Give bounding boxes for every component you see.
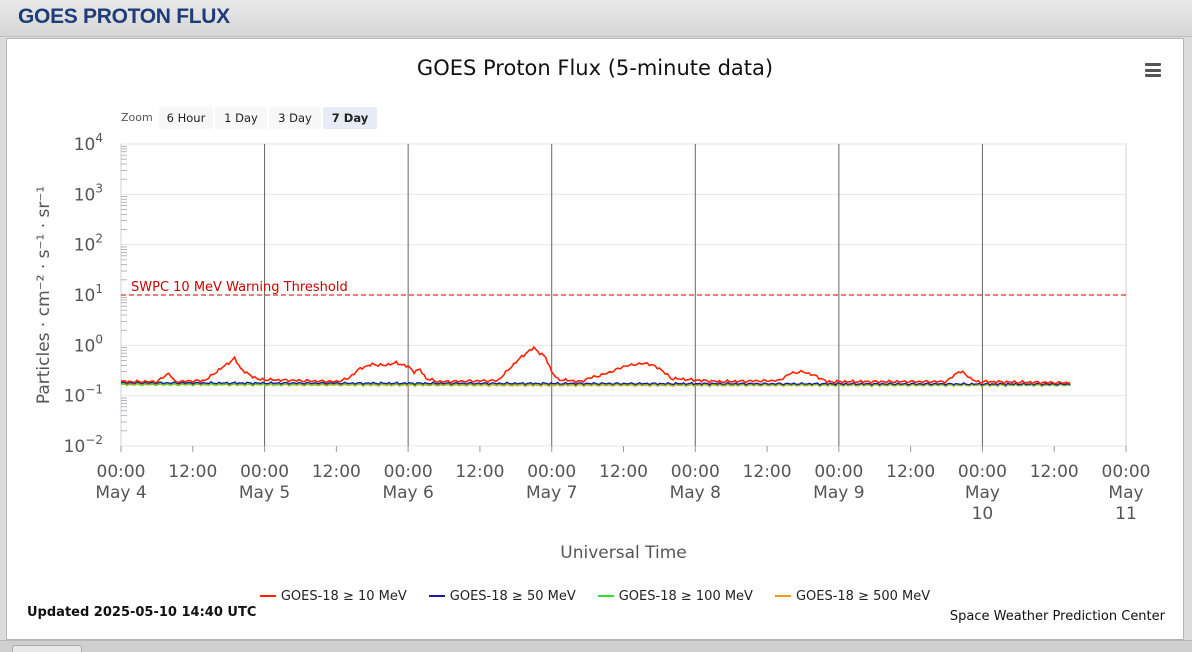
x-tick-label: May 6 (382, 483, 433, 503)
zoom-1-day-button[interactable]: 1 Day (215, 107, 267, 129)
x-tick-label: 00:00 (527, 462, 576, 482)
x-tick-label: May 5 (239, 483, 290, 503)
page-header: GOES PROTON FLUX (0, 0, 1192, 37)
x-tick-label: May 4 (95, 483, 146, 503)
legend-swatch (597, 595, 614, 597)
zoom-7-day-button[interactable]: 7 Day (323, 107, 377, 129)
bottom-tab-strip (0, 640, 1192, 652)
legend-item-500mev[interactable]: GOES-18 ≥ 500 MeV (774, 587, 931, 605)
x-tick-label: 12:00 (455, 462, 504, 482)
legend-label: GOES-18 ≥ 100 MeV (618, 588, 753, 604)
x-tick-label: 11 (1115, 504, 1137, 524)
chart-legend: GOES-18 ≥ 10 MeV GOES-18 ≥ 50 MeV GOES-1… (7, 587, 1183, 605)
x-tick-label: 12:00 (743, 462, 792, 482)
zoom-3-day-button[interactable]: 3 Day (269, 107, 321, 129)
x-tick-label: May 8 (670, 483, 721, 503)
x-tick-label: May 9 (813, 483, 864, 503)
x-axis-title: Universal Time (560, 543, 686, 563)
chart-title: GOES Proton Flux (5-minute data) (416, 56, 774, 80)
x-tick-label: 10 (972, 504, 994, 524)
x-tick-label: 12:00 (1030, 462, 1079, 482)
legend-label: GOES-18 ≥ 50 MeV (449, 588, 576, 604)
x-tick-label: 00:00 (958, 462, 1007, 482)
x-tick-label: May 7 (526, 483, 577, 503)
legend-item-50mev[interactable]: GOES-18 ≥ 50 MeV (428, 587, 576, 605)
legend-label: GOES-18 ≥ 10 MeV (280, 588, 407, 604)
legend-swatch (259, 595, 276, 597)
x-tick-label: 12:00 (312, 462, 361, 482)
series-line-0 (120, 345, 1071, 385)
y-tick-label: 100 (74, 332, 103, 356)
x-tick-label: 00:00 (1102, 462, 1151, 482)
updated-timestamp: Updated 2025-05-10 14:40 UTC (27, 605, 257, 620)
x-tick-label: 12:00 (599, 462, 648, 482)
legend-item-10mev[interactable]: GOES-18 ≥ 10 MeV (259, 587, 407, 605)
x-tick-label: 00:00 (814, 462, 863, 482)
threshold-label: SWPC 10 MeV Warning Threshold (131, 280, 348, 295)
proton-flux-plot: 10−2 10−1 100 101 102 103 104 SWPC 10 MeV Warni… (34, 131, 1151, 563)
y-axis-title: Particles · cm⁻² · s⁻¹ · sr⁻¹ (34, 186, 54, 404)
y-tick-label: 104 (74, 131, 103, 155)
series-line-3 (120, 382, 1071, 388)
x-tick-label: 12:00 (886, 462, 935, 482)
x-tick-label: 00:00 (97, 462, 146, 482)
series-line-1 (120, 381, 1071, 387)
credit-text: Space Weather Prediction Center (949, 609, 1165, 624)
x-tick-label: May (965, 483, 1000, 503)
x-tick-label: 00:00 (240, 462, 289, 482)
zoom-label: Zoom (121, 111, 153, 124)
x-tick-label: May (1108, 483, 1143, 503)
y-tick-label: 10−2 (64, 433, 103, 457)
y-tick-label: 101 (74, 282, 103, 306)
legend-item-100mev[interactable]: GOES-18 ≥ 100 MeV (597, 587, 753, 605)
y-tick-label: 103 (74, 181, 103, 205)
chart-panel: GOES Proton Flux (5-minute data) Zoom 6 … (6, 38, 1184, 640)
y-tick-label: 102 (74, 232, 103, 256)
x-tick-label: 12:00 (168, 462, 217, 482)
page-title: GOES PROTON FLUX (18, 5, 230, 28)
x-tick-label: 00:00 (671, 462, 720, 482)
x-tick-label: 00:00 (384, 462, 433, 482)
chart-menu-icon[interactable] (1145, 63, 1161, 77)
legend-swatch (428, 595, 445, 597)
bottom-tab[interactable] (12, 645, 82, 652)
legend-label: GOES-18 ≥ 500 MeV (795, 588, 931, 604)
y-tick-label: 10−1 (64, 383, 103, 407)
zoom-6-hour-button[interactable]: 6 Hour (159, 107, 213, 129)
legend-swatch (774, 595, 791, 597)
